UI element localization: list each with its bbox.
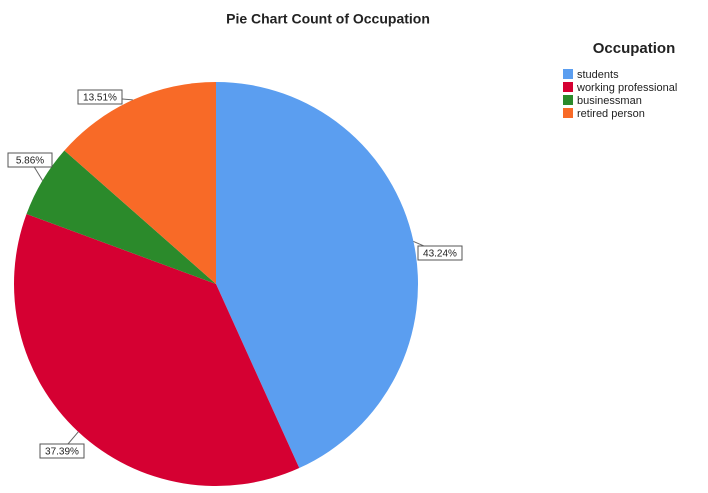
pie-slice xyxy=(13,214,300,487)
data-label: 37.39% xyxy=(45,447,79,458)
pie-slice xyxy=(64,82,216,284)
label-box xyxy=(39,443,85,459)
label-box xyxy=(417,245,463,261)
chart-title: Pie Chart Count of Occupation xyxy=(226,11,430,27)
legend-swatch xyxy=(563,82,573,92)
legend-label: retired person xyxy=(577,108,645,120)
label-box xyxy=(77,89,123,105)
data-label: 5.86% xyxy=(16,156,44,167)
legend-label: businessman xyxy=(577,95,642,107)
legend-title: Occupation xyxy=(593,40,676,57)
legend-label: students xyxy=(577,69,619,81)
data-label: 13.51% xyxy=(83,93,117,104)
legend-swatch xyxy=(563,108,573,118)
legend-label: working professional xyxy=(576,82,677,94)
legend-swatch xyxy=(563,69,573,79)
legend-swatch xyxy=(563,95,573,105)
data-label: 43.24% xyxy=(423,249,457,260)
pie-slice xyxy=(26,150,216,284)
label-box xyxy=(7,152,53,168)
pie-slice xyxy=(216,82,419,469)
